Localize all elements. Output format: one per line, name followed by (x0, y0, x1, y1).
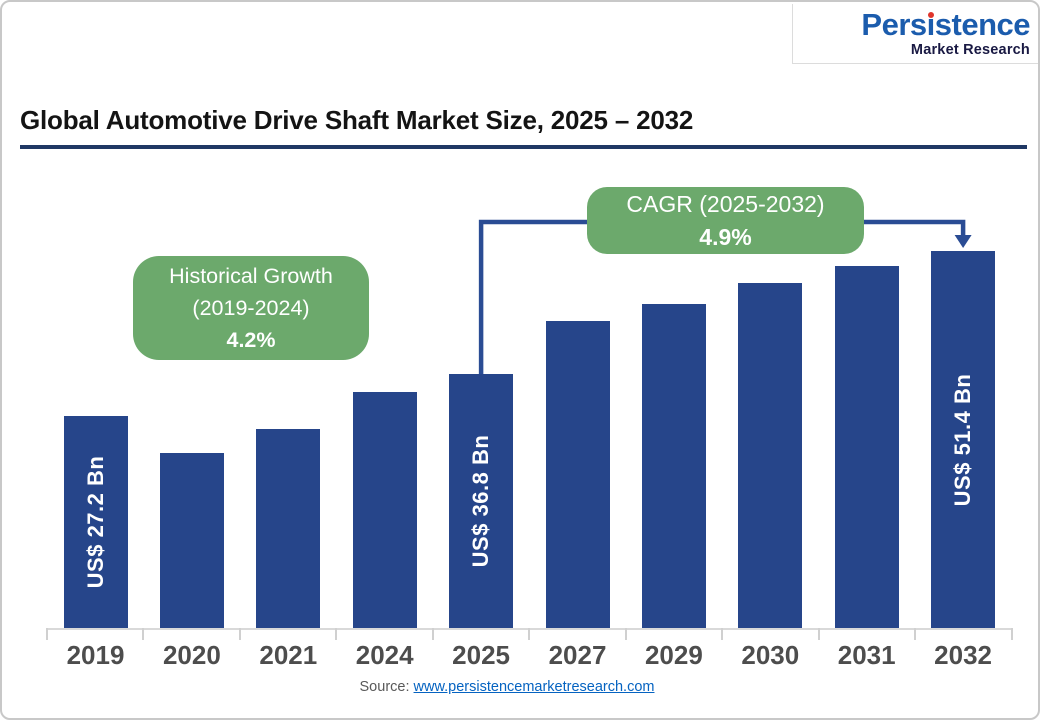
x-axis-tick (46, 628, 48, 640)
bar-2029 (641, 304, 706, 628)
bar-2020 (159, 453, 224, 628)
source-line: Source: www.persistencemarketresearch.co… (2, 679, 1012, 695)
x-tick-label-2025: 2025 (452, 640, 511, 670)
x-axis-tick (817, 628, 820, 640)
x-axis-tick (721, 628, 724, 640)
x-axis-tick (528, 628, 531, 640)
bar-2030 (738, 283, 803, 628)
bar-2027 (545, 321, 610, 628)
bar-2019: US$ 27.2 Bn (63, 416, 128, 628)
x-tick-label-2030: 2030 (741, 640, 800, 670)
bar-2021 (256, 429, 321, 628)
brand-logo: Persıstence Market Research (792, 4, 1038, 64)
bar-2031 (834, 266, 899, 628)
page-title: Global Automotive Drive Shaft Market Siz… (20, 105, 694, 135)
source-prefix: Source: (359, 679, 410, 695)
logo-subtitle: Market Research (910, 42, 1030, 58)
source-link[interactable]: www.persistencemarketresearch.com (413, 679, 655, 695)
logo-i-red-dot: ı (926, 7, 936, 42)
bar-2032: US$ 51.4 Bn (931, 251, 996, 628)
cagr-value: 4.9% (699, 223, 752, 250)
x-axis-tick (624, 628, 627, 640)
historical-growth-period: (2019-2024) (192, 295, 310, 320)
bar-2024 (352, 392, 417, 628)
logo-brand-text: Persıstence (861, 7, 1030, 42)
cagr-callout: CAGR (2025-2032) 4.9% (587, 187, 864, 254)
x-tick-label-2031: 2031 (837, 640, 896, 670)
x-tick-label-2029: 2029 (644, 640, 703, 670)
x-axis-tick (914, 628, 917, 640)
x-axis-tick (1010, 628, 1013, 640)
x-tick-label-2020: 2020 (162, 640, 221, 670)
historical-growth-value: 4.2% (226, 328, 276, 353)
x-tick-label-2021: 2021 (259, 640, 318, 670)
x-tick-label-2024: 2024 (355, 640, 414, 670)
historical-growth-callout: Historical Growth (2019-2024) 4.2% (133, 256, 369, 360)
x-tick-label-2019: 2019 (66, 640, 125, 670)
x-tick-label-2027: 2027 (548, 640, 607, 670)
bar-2025: US$ 36.8 Bn (449, 374, 514, 628)
cagr-label: CAGR (2025-2032) (626, 191, 825, 218)
x-axis-tick (238, 628, 241, 640)
title-underline (20, 145, 1027, 149)
historical-growth-title: Historical Growth (169, 263, 333, 288)
x-axis-tick (335, 628, 338, 640)
x-tick-label-2032: 2032 (934, 640, 993, 670)
x-axis-tick (142, 628, 145, 640)
x-axis-tick (431, 628, 434, 640)
